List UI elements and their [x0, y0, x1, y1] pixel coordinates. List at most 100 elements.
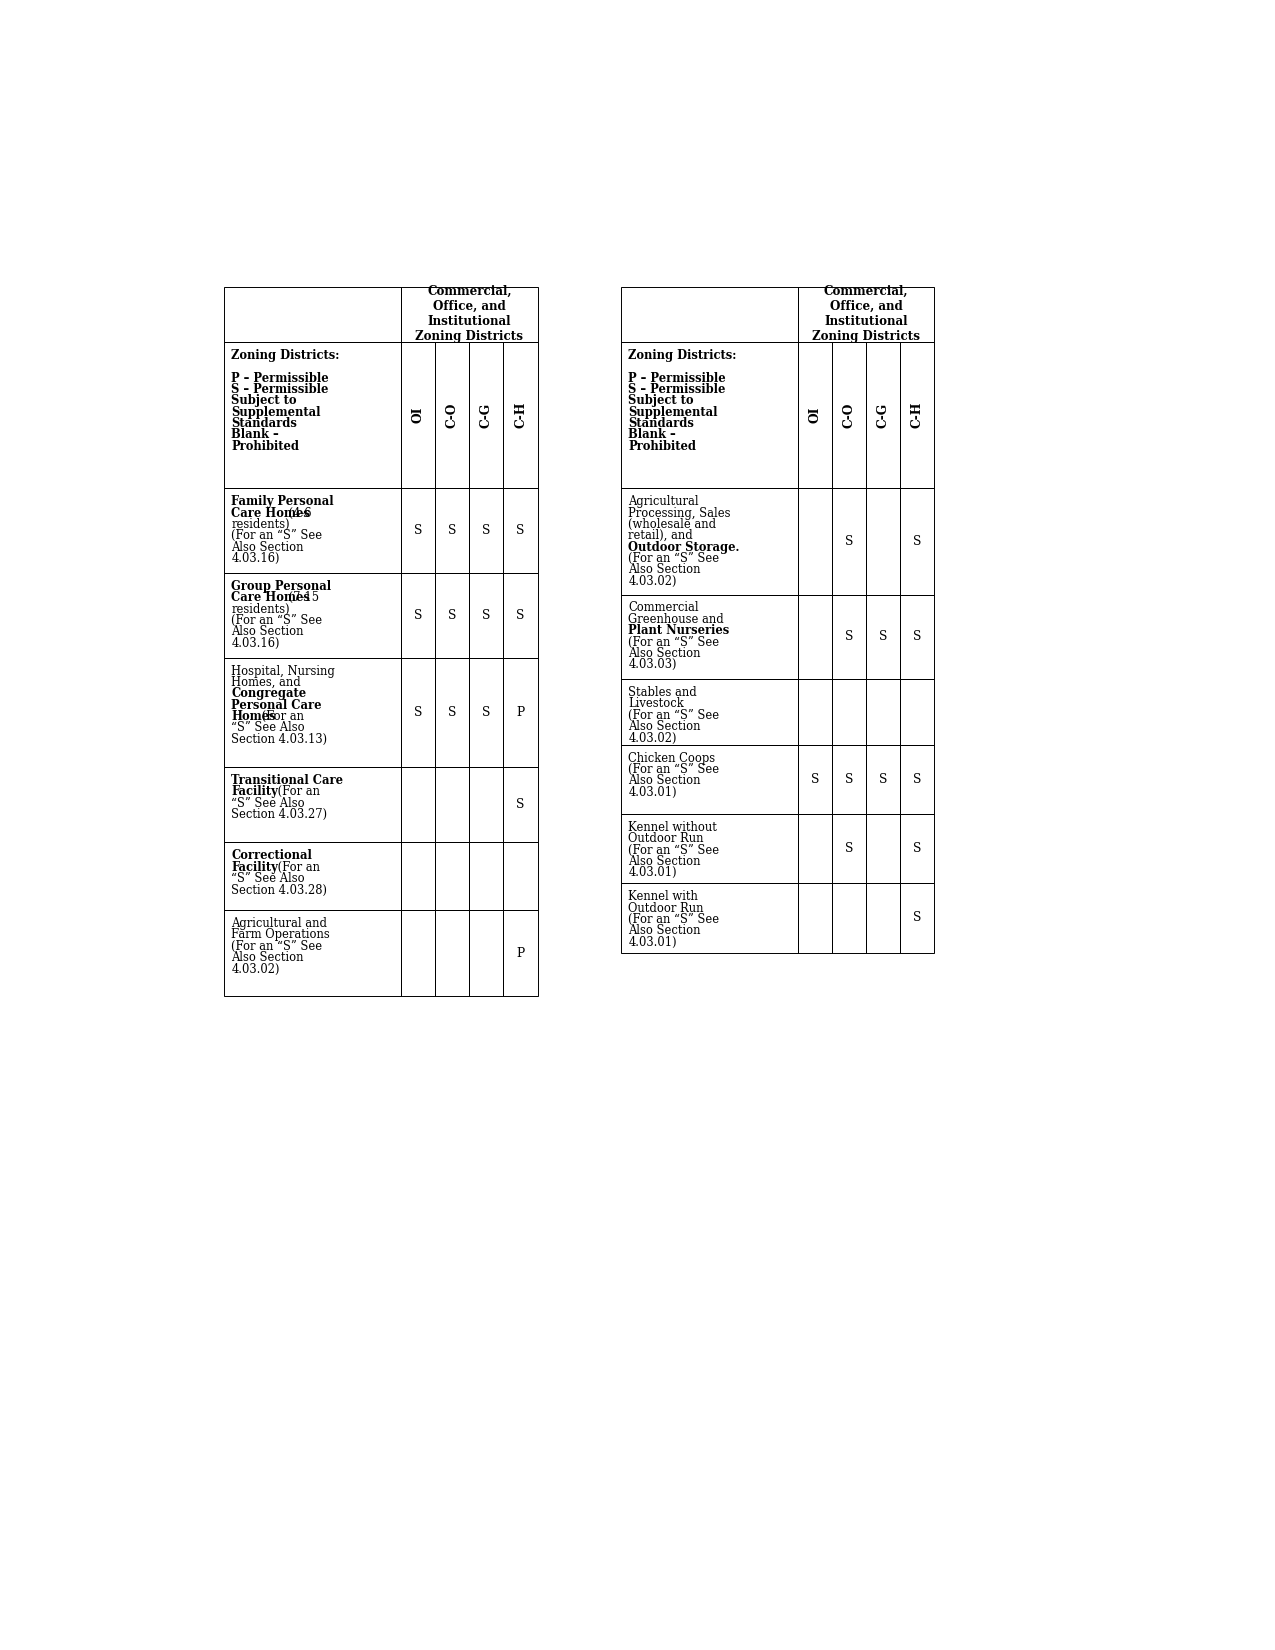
Bar — [900, 680, 935, 744]
Bar — [866, 594, 900, 680]
Bar — [435, 911, 469, 997]
Text: C-G: C-G — [479, 403, 493, 427]
Text: Congregate: Congregate — [232, 688, 306, 700]
Bar — [900, 744, 935, 813]
Text: S: S — [482, 706, 491, 719]
Bar — [900, 813, 935, 883]
Text: (For an “S” See: (For an “S” See — [232, 530, 323, 543]
Text: S: S — [913, 772, 922, 785]
Text: 4.03.01): 4.03.01) — [629, 785, 677, 799]
Text: Farm Operations: Farm Operations — [232, 929, 330, 942]
Bar — [435, 843, 469, 911]
Text: S: S — [414, 706, 422, 719]
Text: Prohibited: Prohibited — [232, 441, 300, 452]
Bar — [223, 287, 402, 342]
Text: OI: OI — [808, 408, 821, 424]
Text: (4-6: (4-6 — [286, 507, 311, 520]
Text: 4.03.02): 4.03.02) — [629, 574, 677, 587]
Text: S: S — [482, 525, 491, 538]
Text: (For an “S” See: (For an “S” See — [629, 912, 719, 926]
Text: Standards: Standards — [629, 417, 694, 431]
Text: Agricultural: Agricultural — [629, 495, 699, 508]
Bar — [833, 594, 866, 680]
Text: Facility: Facility — [232, 861, 278, 875]
Bar — [900, 594, 935, 680]
Bar — [504, 843, 538, 911]
Text: 4.03.16): 4.03.16) — [232, 553, 280, 564]
Text: S: S — [811, 772, 819, 785]
Text: (For an: (For an — [274, 861, 320, 875]
Text: 4.03.16): 4.03.16) — [232, 637, 280, 650]
Bar — [469, 342, 504, 488]
Text: Plant Nurseries: Plant Nurseries — [629, 624, 729, 637]
Text: S: S — [448, 609, 456, 622]
Text: Facility: Facility — [232, 785, 278, 799]
Text: Subject to: Subject to — [629, 394, 694, 408]
Bar — [223, 488, 402, 573]
Bar — [469, 911, 504, 997]
Bar — [402, 342, 435, 488]
Text: Outdoor Run: Outdoor Run — [629, 832, 704, 845]
Bar — [798, 744, 833, 813]
Text: (For an “S” See: (For an “S” See — [629, 635, 719, 648]
Text: Also Section: Also Section — [232, 625, 303, 639]
Bar — [833, 342, 866, 488]
Text: P – Permissible: P – Permissible — [232, 371, 329, 384]
Bar — [402, 911, 435, 997]
Bar — [504, 573, 538, 658]
Text: S: S — [845, 842, 853, 855]
Text: S: S — [913, 911, 922, 924]
Text: Personal Care: Personal Care — [232, 698, 323, 711]
Bar — [833, 813, 866, 883]
Text: Agricultural and: Agricultural and — [232, 917, 328, 931]
Bar — [504, 658, 538, 767]
Text: “S” See Also: “S” See Also — [232, 873, 305, 884]
Text: S: S — [878, 772, 887, 785]
Text: S – Permissible: S – Permissible — [232, 383, 329, 396]
Text: (For an “S” See: (For an “S” See — [232, 940, 323, 952]
Bar — [866, 342, 900, 488]
Bar — [223, 342, 402, 488]
Bar — [866, 883, 900, 952]
Text: Standards: Standards — [232, 417, 297, 431]
Bar — [223, 658, 402, 767]
Bar — [223, 843, 402, 911]
Text: C-O: C-O — [446, 403, 459, 427]
Bar — [402, 573, 435, 658]
Text: Also Section: Also Section — [629, 647, 701, 660]
Text: Also Section: Also Section — [629, 774, 701, 787]
Bar — [833, 680, 866, 744]
Text: Processing, Sales: Processing, Sales — [629, 507, 731, 520]
Bar — [833, 744, 866, 813]
Text: S: S — [845, 772, 853, 785]
Bar — [435, 767, 469, 843]
Text: Group Personal: Group Personal — [232, 579, 332, 592]
Text: S – Permissible: S – Permissible — [629, 383, 725, 396]
Text: Section 4.03.13): Section 4.03.13) — [232, 733, 328, 746]
Text: Outdoor Run: Outdoor Run — [629, 901, 704, 914]
Text: Zoning Districts:: Zoning Districts: — [232, 348, 340, 361]
Text: Chicken Coops: Chicken Coops — [629, 752, 715, 764]
Bar — [833, 488, 866, 594]
Text: S: S — [448, 525, 456, 538]
Text: Greenhouse and: Greenhouse and — [629, 612, 724, 625]
Text: S: S — [913, 630, 922, 644]
Bar — [504, 488, 538, 573]
Text: S: S — [482, 609, 491, 622]
Bar — [435, 488, 469, 573]
Text: P: P — [516, 947, 524, 960]
Text: retail), and: retail), and — [629, 530, 694, 543]
Text: (For an: (For an — [259, 710, 305, 723]
Text: (For an: (For an — [274, 785, 320, 799]
Text: 4.03.01): 4.03.01) — [629, 936, 677, 949]
Bar — [435, 658, 469, 767]
Text: Outdoor Storage.: Outdoor Storage. — [629, 541, 740, 554]
Text: (For an “S” See: (For an “S” See — [629, 762, 719, 776]
Text: Homes: Homes — [232, 710, 277, 723]
Bar — [798, 488, 833, 594]
Bar — [798, 883, 833, 952]
Text: Supplemental: Supplemental — [232, 406, 321, 419]
Text: Commercial,
Office, and
Institutional
Zoning Districts: Commercial, Office, and Institutional Zo… — [416, 285, 523, 343]
Bar — [504, 342, 538, 488]
Bar — [621, 680, 798, 744]
